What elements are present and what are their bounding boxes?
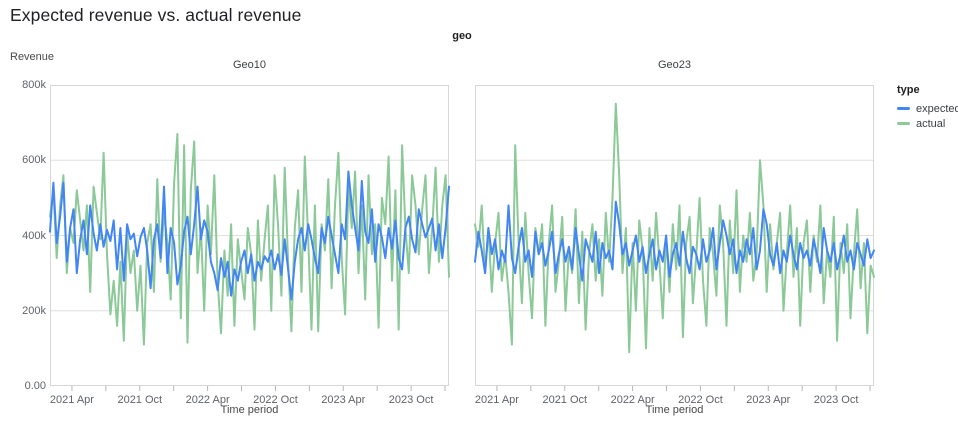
x-tick-label: 2021 Oct bbox=[542, 394, 587, 406]
page-title: Expected revenue vs. actual revenue bbox=[10, 5, 302, 25]
expected-line-series bbox=[49, 170, 450, 301]
legend-label-expected: expected bbox=[916, 102, 958, 115]
expected-line-swatch-icon bbox=[897, 107, 910, 110]
expected-line-series bbox=[474, 200, 875, 282]
facet-title-geo10: Geo10 bbox=[232, 59, 267, 71]
actual-line-series bbox=[474, 102, 875, 354]
x-tick-label: 2023 Apr bbox=[321, 394, 365, 406]
x-tick-label: 2021 Apr bbox=[50, 394, 94, 406]
legend-item-actual[interactable]: actual bbox=[897, 116, 957, 131]
x-tick-label: 2022 Oct bbox=[253, 394, 298, 406]
legend-title: type bbox=[897, 84, 920, 96]
x-tick-label: 2022 Oct bbox=[678, 394, 723, 406]
x-axis-title-geo10: Time period bbox=[220, 404, 279, 416]
x-tick-label: 2022 Apr bbox=[186, 394, 230, 406]
y-tick-label: 400k bbox=[22, 229, 46, 242]
geo23-line-chart[interactable]: 2021 Apr 2021 Oct 2022 Apr 2022 Oct 2023 Apr… bbox=[474, 85, 875, 406]
x-axis-title-geo23: Time period bbox=[645, 404, 704, 416]
x-tick-label: 2023 Oct bbox=[389, 394, 434, 406]
legend-label-actual: actual bbox=[916, 117, 946, 130]
geo10-line-chart[interactable]: 2021 Apr 2021 Oct 2022 Apr 2022 Oct 2023 Apr… bbox=[49, 85, 450, 406]
actual-line-series bbox=[49, 132, 450, 346]
x-tick-label: 2021 Apr bbox=[475, 394, 519, 406]
legend-item-expected[interactable]: expected bbox=[897, 101, 958, 116]
legend: type expected actual bbox=[897, 84, 958, 131]
y-axis-title: Revenue bbox=[10, 51, 55, 63]
y-tick-label: 600k bbox=[22, 154, 46, 167]
x-tick-label: 2021 Oct bbox=[117, 394, 162, 406]
y-tick-label: 200k bbox=[22, 304, 46, 317]
actual-line-swatch-icon bbox=[897, 122, 910, 125]
facet-title-geo23: Geo23 bbox=[657, 59, 692, 71]
y-tick-label: 0.00 bbox=[24, 380, 46, 392]
x-tick-label: 2023 Oct bbox=[814, 394, 859, 406]
y-tick-label: 800k bbox=[22, 79, 46, 91]
facet-header-geo: geo bbox=[452, 30, 472, 42]
x-tick-label: 2023 Apr bbox=[746, 394, 790, 406]
x-tick-label: 2022 Apr bbox=[611, 394, 655, 406]
y-axis-tick-labels: 800k 600k 400k 200k 0.00 bbox=[0, 79, 46, 392]
